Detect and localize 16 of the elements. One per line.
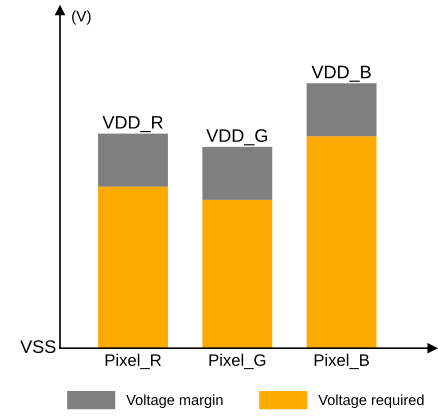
legend-label: Voltage required bbox=[318, 394, 424, 408]
legend-label: Voltage margin bbox=[126, 394, 223, 408]
annotation: VDD_B bbox=[312, 66, 371, 82]
bar bbox=[202, 200, 272, 348]
x-tick-label: Pixel_G bbox=[209, 354, 266, 370]
annotation: VDD_G bbox=[206, 129, 268, 146]
bar bbox=[306, 136, 377, 348]
y-axis-title: (V) bbox=[72, 10, 91, 25]
bar bbox=[98, 134, 168, 187]
bar bbox=[98, 186, 168, 348]
bar bbox=[306, 83, 377, 136]
x-tick-label: Pixel_B bbox=[314, 354, 369, 370]
x-tick-label: Pixel_R bbox=[106, 354, 161, 370]
text: VSS bbox=[20, 340, 56, 354]
annotation: VDD_R bbox=[102, 116, 163, 132]
bar bbox=[202, 146, 272, 200]
